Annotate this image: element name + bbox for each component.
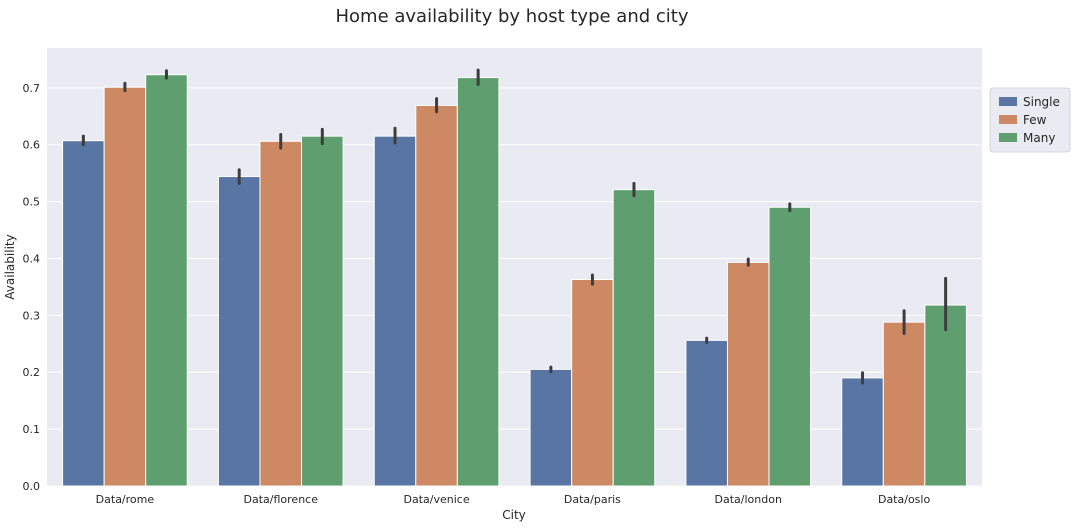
legend-swatch-many [999, 133, 1017, 142]
y-tick-label: 0.7 [23, 82, 41, 95]
y-tick-label: 0.4 [23, 252, 41, 265]
y-tick-label: 0.3 [23, 309, 41, 322]
x-axis-ticks: Data/rome Data/florence Data/venice Data/pa… [96, 493, 931, 506]
x-tick-label: Data/london [715, 493, 782, 506]
y-axis-ticks: 0.0 0.1 0.2 0.3 0.4 0.5 0.6 0.7 [23, 82, 41, 493]
x-tick-label: Data/oslo [878, 493, 930, 506]
legend-swatch-single [999, 97, 1017, 106]
chart-title: Home availability by host type and city [336, 6, 689, 27]
error-bars [81, 68, 948, 385]
x-tick-label: Data/paris [564, 493, 621, 506]
x-tick-label: Data/venice [404, 493, 470, 506]
y-tick-label: 0.2 [23, 366, 41, 379]
bar-single-5 [841, 377, 884, 487]
y-tick-label: 0.5 [23, 196, 41, 209]
legend-label-single: Single [1023, 95, 1060, 109]
bar-few-2 [415, 104, 458, 487]
bar-few-5 [882, 321, 926, 487]
legend-swatch-few [999, 115, 1017, 124]
y-tick-label: 0.0 [23, 480, 41, 493]
bar-many-1 [301, 135, 344, 487]
bar-few-1 [259, 140, 303, 487]
bar-many-5 [924, 304, 967, 487]
bar-single-2 [373, 135, 417, 487]
bar-few-4 [726, 261, 770, 487]
y-axis-title: Availability [3, 234, 17, 299]
y-tick-label: 0.1 [23, 423, 41, 436]
legend-label-few: Few [1023, 113, 1047, 127]
x-tick-label: Data/florence [244, 493, 319, 506]
x-tick-label: Data/rome [96, 493, 155, 506]
bar-few-0 [103, 86, 147, 487]
bar-single-1 [217, 176, 261, 487]
bar-many-0 [145, 74, 188, 487]
x-axis-title: City [502, 508, 526, 522]
bar-many-2 [456, 77, 500, 487]
bar-single-4 [685, 339, 728, 487]
legend-label-many: Many [1023, 131, 1055, 145]
bar-few-3 [571, 279, 614, 487]
bar-single-0 [62, 140, 105, 487]
y-tick-label: 0.6 [23, 139, 41, 152]
bar-single-3 [529, 368, 573, 487]
bars [62, 74, 967, 487]
bar-many-3 [612, 189, 656, 487]
bar-many-4 [768, 206, 812, 487]
plot-area [47, 48, 982, 486]
gridlines [47, 87, 982, 487]
legend: Single Few Many [989, 87, 1071, 153]
